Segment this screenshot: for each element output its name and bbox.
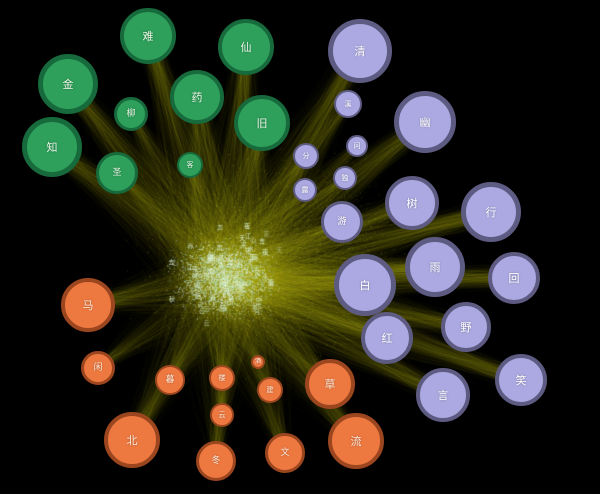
- node-label: 文: [280, 447, 290, 458]
- graph-node[interactable]: 知: [22, 117, 82, 177]
- node-label: 清: [354, 44, 366, 58]
- node-label: 圣: [112, 167, 122, 178]
- node-label: 建: [266, 385, 274, 394]
- graph-node[interactable]: 树: [385, 176, 439, 230]
- node-label: 马: [82, 298, 94, 312]
- graph-node[interactable]: 金: [38, 54, 98, 114]
- node-label: 客: [186, 160, 194, 169]
- graph-node[interactable]: 回: [488, 252, 540, 304]
- graph-node[interactable]: 笑: [495, 354, 547, 406]
- graph-node[interactable]: 野: [441, 302, 491, 352]
- node-label: 树: [406, 196, 418, 210]
- graph-node[interactable]: 独: [333, 166, 357, 190]
- graph-node[interactable]: 问: [346, 135, 368, 157]
- graph-node[interactable]: 楼: [209, 365, 235, 391]
- node-label: 金: [62, 77, 74, 91]
- graph-node[interactable]: 暮: [155, 365, 185, 395]
- node-label: 草: [324, 377, 336, 391]
- graph-node[interactable]: 清: [328, 19, 392, 83]
- node-label: 流: [350, 434, 362, 448]
- graph-node[interactable]: 旧: [234, 95, 290, 151]
- node-label: 药: [191, 90, 203, 104]
- node-label: 闲: [93, 362, 103, 373]
- graph-node[interactable]: 草: [305, 359, 355, 409]
- node-label: 难: [142, 29, 154, 43]
- node-label: 言: [437, 388, 449, 402]
- graph-node[interactable]: 北: [104, 412, 160, 468]
- graph-node[interactable]: 马: [61, 278, 115, 332]
- graph-node[interactable]: 药: [170, 70, 224, 124]
- graph-node[interactable]: 行: [461, 182, 521, 242]
- node-label: 酒: [254, 358, 261, 365]
- graph-node[interactable]: 白: [334, 254, 396, 316]
- graph-node[interactable]: 客: [177, 152, 203, 178]
- node-label: 分: [302, 151, 310, 160]
- node-label: 笑: [515, 373, 527, 387]
- graph-node[interactable]: 溪: [334, 90, 362, 118]
- graph-node[interactable]: 难: [120, 8, 176, 64]
- graph-node[interactable]: 云: [210, 403, 234, 427]
- graph-node[interactable]: 仙: [218, 19, 274, 75]
- node-label: 溪: [344, 99, 352, 108]
- graph-node[interactable]: 圣: [96, 152, 138, 194]
- graph-node[interactable]: 建: [257, 377, 283, 403]
- node-label: 旧: [256, 116, 268, 130]
- graph-node[interactable]: 柳: [114, 97, 148, 131]
- node-label: 行: [485, 205, 497, 219]
- graph-node[interactable]: 分: [293, 143, 319, 169]
- node-label: 白: [359, 278, 371, 292]
- node-label: 仙: [240, 40, 252, 54]
- node-label: 游: [337, 216, 347, 227]
- graph-node[interactable]: 闲: [81, 351, 115, 385]
- node-label: 独: [341, 173, 349, 182]
- node-label: 雨: [429, 260, 441, 274]
- graph-node[interactable]: 冬: [196, 441, 236, 481]
- node-label: 冬: [211, 455, 221, 466]
- graph-node[interactable]: 文: [265, 433, 305, 473]
- graph-node[interactable]: 游: [321, 201, 363, 243]
- graph-node[interactable]: 幽: [394, 91, 456, 153]
- graph-node[interactable]: 露: [293, 178, 317, 202]
- node-label: 问: [353, 141, 361, 150]
- node-label: 红: [381, 331, 393, 345]
- graph-node[interactable]: 酒: [251, 355, 265, 369]
- graph-node[interactable]: 流: [328, 413, 384, 469]
- node-label: 知: [46, 140, 58, 154]
- graph-node[interactable]: 红: [361, 312, 413, 364]
- node-label: 楼: [218, 373, 226, 382]
- node-label: 北: [126, 433, 138, 447]
- graph-node[interactable]: 雨: [405, 237, 465, 297]
- node-label: 云: [218, 410, 226, 419]
- node-label: 暮: [165, 374, 175, 385]
- node-label: 露: [301, 185, 309, 194]
- node-label: 回: [508, 271, 520, 285]
- graph-node[interactable]: 言: [416, 368, 470, 422]
- node-label: 柳: [126, 108, 136, 119]
- node-label: 野: [460, 320, 472, 334]
- node-label: 幽: [419, 115, 431, 129]
